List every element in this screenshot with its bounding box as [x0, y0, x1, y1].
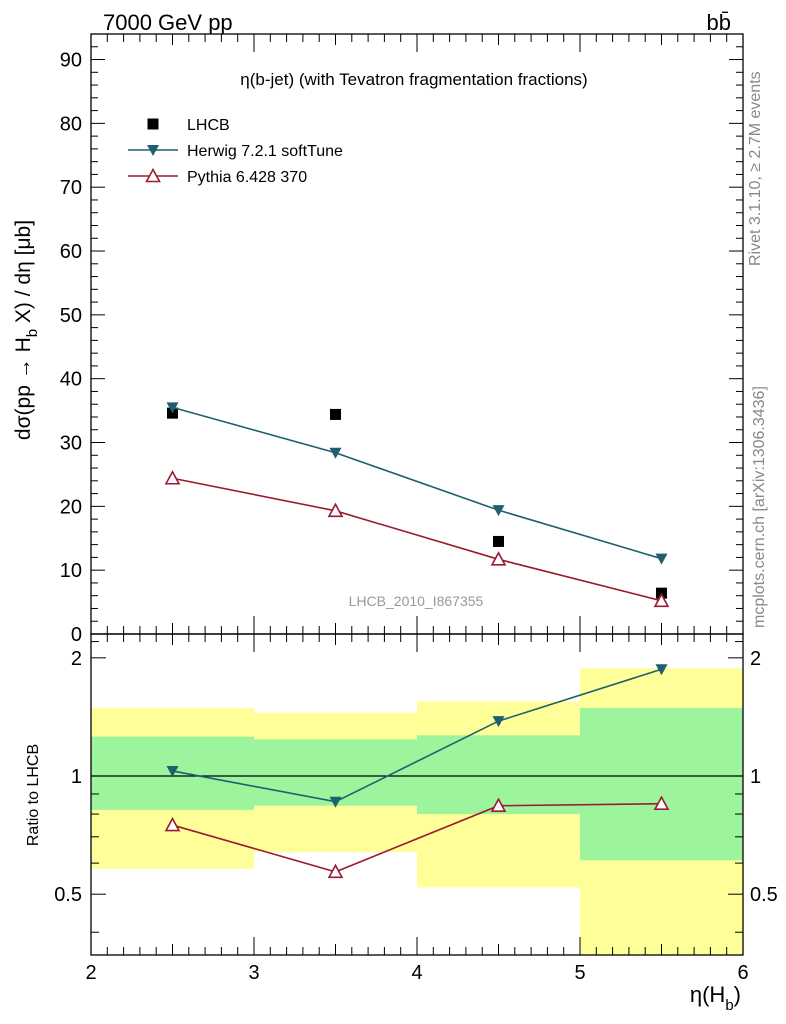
y-axis-label: dσ(pp → Hb X) / dη [μb] — [12, 220, 41, 440]
header-right-label: bb̄ — [707, 10, 731, 35]
y-tick-label: 50 — [60, 305, 82, 327]
ratio-data-point — [166, 765, 179, 777]
rivet-label: Rivet 3.1.10, ≥ 2.7M events — [747, 71, 764, 266]
uncertainty-band-inner — [254, 739, 417, 806]
x-tick-label: 4 — [411, 962, 422, 984]
x-tick-label: 5 — [574, 962, 585, 984]
x-tick-label: 2 — [85, 962, 96, 984]
legend-marker — [147, 145, 159, 156]
ratio-data-point — [492, 716, 505, 728]
uncertainty-band-inner — [580, 708, 743, 861]
data-point — [653, 592, 670, 608]
series-line — [172, 477, 662, 602]
ratio-data-point — [655, 664, 668, 676]
ratio-series-line — [172, 802, 662, 873]
ratio-y-tick-label-left: 1 — [71, 766, 82, 788]
ratio-data-point — [327, 863, 344, 879]
ratio-data-point — [164, 816, 181, 832]
chart-title: η(b-jet) (with Tevatron fragmentation fr… — [240, 70, 587, 89]
watermark-label: LHCB_2010_I867355 — [349, 593, 484, 609]
ratio-y-tick-label-right: 0.5 — [750, 884, 778, 906]
x-tick-label: 6 — [737, 962, 748, 984]
y-tick-label: 20 — [60, 496, 82, 518]
y-tick-label: 80 — [60, 113, 82, 135]
data-point — [166, 402, 179, 414]
legend-marker — [147, 118, 159, 130]
ratio-plot: 0.5 0.5 1 1 2 2 2 3 4 5 6 Ratio to LHCB η(Hb) — [25, 633, 778, 1014]
y-tick-label: 30 — [60, 433, 82, 455]
data-point — [164, 470, 181, 485]
ratio-y-tick-label-right: 1 — [750, 766, 761, 788]
mcplots-label: mcplots.cern.ch [arXiv:1306.3436] — [751, 386, 768, 628]
legend-marker — [145, 167, 161, 183]
ratio-y-axis-label: Ratio to LHCB — [25, 744, 42, 846]
legend-label: Pythia 6.428 370 — [187, 169, 307, 186]
y-tick-label: 10 — [60, 560, 82, 582]
ratio-y-tick-label-left: 2 — [71, 648, 82, 670]
data-point — [490, 551, 507, 566]
series-line — [172, 406, 662, 560]
ratio-data-point — [329, 796, 342, 808]
legend-label: LHCB — [187, 117, 230, 134]
x-axis-label: η(Hb) — [690, 982, 741, 1014]
y-tick-label: 0 — [71, 624, 82, 646]
main-plot: 0 10 20 30 40 50 60 70 80 90 dσ(pp → Hb X) / dη [μ… — [12, 33, 744, 646]
ratio-y-tick-label-right: 2 — [750, 648, 761, 670]
y-tick-label: 70 — [60, 177, 82, 199]
x-tick-label: 3 — [248, 962, 259, 984]
data-point — [493, 535, 504, 547]
legend-label: Herwig 7.2.1 softTune — [187, 143, 343, 160]
data-point — [492, 505, 505, 517]
ratio-series-line — [172, 668, 662, 803]
y-tick-label: 40 — [60, 369, 82, 391]
ratio-data-point — [653, 795, 670, 811]
data-point — [330, 408, 341, 420]
header-left-label: 7000 GeV pp — [103, 10, 233, 35]
y-tick-label: 90 — [60, 50, 82, 72]
data-point — [327, 502, 344, 518]
ratio-y-tick-label-left: 0.5 — [54, 884, 82, 906]
ratio-data-point — [490, 797, 507, 813]
y-tick-label: 60 — [60, 241, 82, 263]
data-point — [329, 447, 342, 459]
data-point — [655, 553, 668, 565]
